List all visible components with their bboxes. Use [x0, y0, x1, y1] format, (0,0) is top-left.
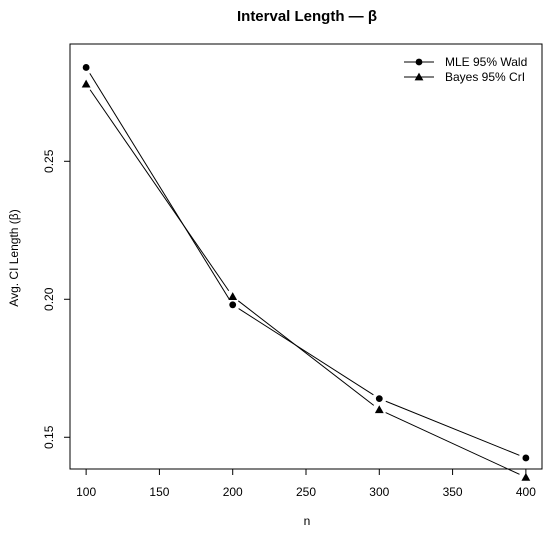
y-tick-label: 0.20 — [42, 287, 56, 311]
data-point — [228, 292, 238, 300]
y-tick-label: 0.15 — [42, 425, 56, 449]
legend-label: MLE 95% Wald — [445, 55, 527, 69]
x-tick-label: 150 — [149, 485, 169, 499]
x-tick-label: 200 — [223, 485, 243, 499]
series-segment — [237, 300, 375, 406]
x-tick-label: 100 — [76, 485, 96, 499]
x-axis-label: n — [304, 514, 311, 528]
y-axis-label: Avg. CI Length (β) — [7, 209, 21, 306]
series-segment — [385, 412, 520, 475]
x-tick-label: 400 — [516, 485, 536, 499]
series-layer — [81, 64, 531, 481]
data-point — [229, 301, 237, 309]
y-tick-label: 0.25 — [42, 149, 56, 173]
plot-frame — [69, 43, 543, 470]
data-point — [81, 79, 91, 88]
data-point — [522, 454, 530, 462]
y-axis: 0.15 0.20 0.25 — [42, 149, 71, 449]
x-tick-label: 300 — [369, 485, 389, 499]
series-segment — [89, 73, 230, 300]
data-point — [375, 395, 383, 403]
legend-label: Bayes 95% CrI — [445, 70, 525, 84]
data-point — [521, 472, 531, 481]
series-segment — [385, 400, 520, 456]
x-tick-label: 350 — [443, 485, 463, 499]
x-tick-label: 250 — [296, 485, 316, 499]
legend-marker — [415, 58, 423, 66]
legend-marker — [414, 72, 424, 81]
series-segment — [89, 89, 230, 292]
series-segment — [238, 308, 374, 396]
series-1 — [82, 64, 530, 462]
data-point — [374, 405, 384, 414]
chart-title: Interval Length — β — [237, 8, 377, 25]
x-axis: 100 150 200 250 300 350 400 — [76, 468, 536, 499]
series-2 — [81, 79, 531, 481]
data-point — [82, 64, 90, 71]
